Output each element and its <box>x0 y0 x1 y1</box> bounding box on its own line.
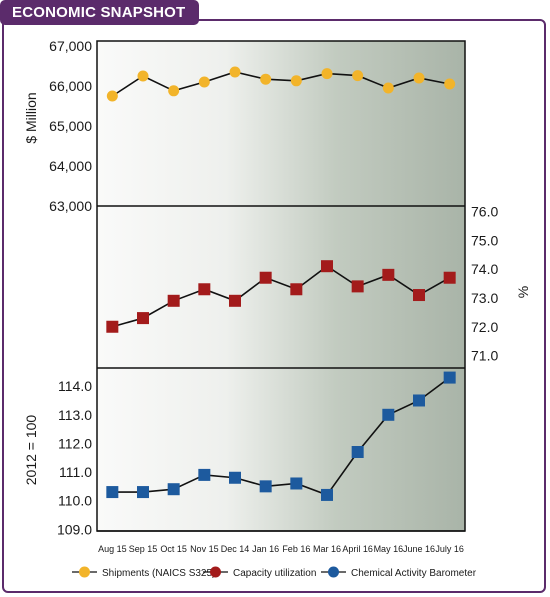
plot-border <box>96 40 466 532</box>
x-tick-label: Oct 15 <box>160 544 187 554</box>
x-tick-label: May 16 <box>374 544 404 554</box>
data-point <box>443 271 456 284</box>
data-point <box>413 72 425 84</box>
data-point <box>413 289 425 302</box>
y-tick-label: 113.0 <box>58 407 92 423</box>
data-point <box>443 371 456 384</box>
data-point <box>229 294 241 307</box>
data-point <box>382 268 395 281</box>
data-point <box>382 408 395 421</box>
data-point <box>229 66 241 78</box>
page-title: ECONOMIC SNAPSHOT <box>0 0 200 25</box>
data-point <box>198 283 211 296</box>
legend-label: Capacity utilization <box>233 568 316 579</box>
x-tick-label: Sep 15 <box>129 544 158 554</box>
panel-shipments: 63,000 64,000 65,000 66,000 67,000 $ Million <box>23 38 465 214</box>
y-axis-label: % <box>515 286 531 298</box>
legend-marker <box>210 566 221 578</box>
data-point <box>259 480 272 493</box>
y-tick-label: 109.0 <box>57 521 92 537</box>
legend-label: Chemical Activity Barometer <box>351 568 477 579</box>
data-point <box>351 446 364 458</box>
y-tick-label: 72.0 <box>471 319 498 335</box>
y-tick-label: 63,000 <box>49 198 92 214</box>
data-point <box>198 468 211 481</box>
y-tick-label: 71.0 <box>471 348 498 364</box>
y-tick-label: 111.0 <box>59 464 92 480</box>
x-tick-label: Mar 16 <box>313 544 341 554</box>
y-axis-label: $ Million <box>23 92 39 143</box>
y-tick-label: 73.0 <box>471 290 498 306</box>
x-tick-label: July 16 <box>435 544 464 554</box>
y-tick-label: 64,000 <box>49 158 92 174</box>
data-point <box>290 75 302 87</box>
x-tick-label: April 16 <box>342 544 373 554</box>
panel-capacity: 71.0 72.0 73.0 74.0 75.0 76.0% <box>97 203 531 369</box>
x-tick-label: Nov 15 <box>190 544 219 554</box>
data-point <box>106 90 118 102</box>
y-axis-label: 2012 = 100 <box>23 415 39 486</box>
y-tick-label: 74.0 <box>471 261 498 277</box>
legend-label: Shipments (NAICS S325) <box>102 568 215 579</box>
panel-cab: 109.0 110.0 111.0 112.0 113.0 114.0 2012 = 100 <box>23 371 465 537</box>
x-axis-ticks: Aug 15 Sep 15 Oct 15 Nov 15 Dec 14 Jan 16 Feb … <box>98 544 464 554</box>
y-tick-label: 110.0 <box>58 493 92 509</box>
x-tick-label: Jan 16 <box>252 544 279 554</box>
x-tick-label: June 16 <box>403 544 435 554</box>
data-point <box>106 486 119 499</box>
data-point <box>382 82 394 94</box>
data-point <box>137 486 149 499</box>
data-point <box>137 312 149 325</box>
data-point <box>413 394 425 407</box>
data-point <box>351 280 364 293</box>
data-point <box>260 73 272 85</box>
legend-marker <box>328 566 339 578</box>
data-point <box>229 471 241 484</box>
x-tick-label: Dec 14 <box>221 544 250 554</box>
data-point <box>167 294 180 307</box>
y-tick-label: 76.0 <box>471 203 498 219</box>
y-tick-label: 112.0 <box>58 435 92 451</box>
data-point <box>198 76 210 88</box>
data-point <box>290 283 303 296</box>
plot-background <box>97 41 465 531</box>
legend: Shipments (NAICS S325) Capacity utilizati… <box>72 566 477 579</box>
data-point <box>168 85 180 97</box>
data-point <box>137 70 149 82</box>
data-point <box>290 477 303 490</box>
legend-marker <box>79 566 90 578</box>
data-point <box>321 488 333 501</box>
data-point <box>321 68 333 80</box>
data-point <box>321 260 333 273</box>
data-point <box>259 271 272 284</box>
y-tick-label: 114.0 <box>58 378 92 394</box>
data-point <box>352 70 364 82</box>
y-tick-label: 65,000 <box>49 118 92 134</box>
y-tick-label: 66,000 <box>49 78 92 94</box>
y-tick-label: 75.0 <box>471 232 498 248</box>
data-point <box>106 320 119 333</box>
y-tick-label: 67,000 <box>49 38 92 54</box>
data-point <box>444 78 456 90</box>
data-point <box>167 483 180 496</box>
x-tick-label: Aug 15 <box>98 544 127 554</box>
x-tick-label: Feb 16 <box>282 544 310 554</box>
